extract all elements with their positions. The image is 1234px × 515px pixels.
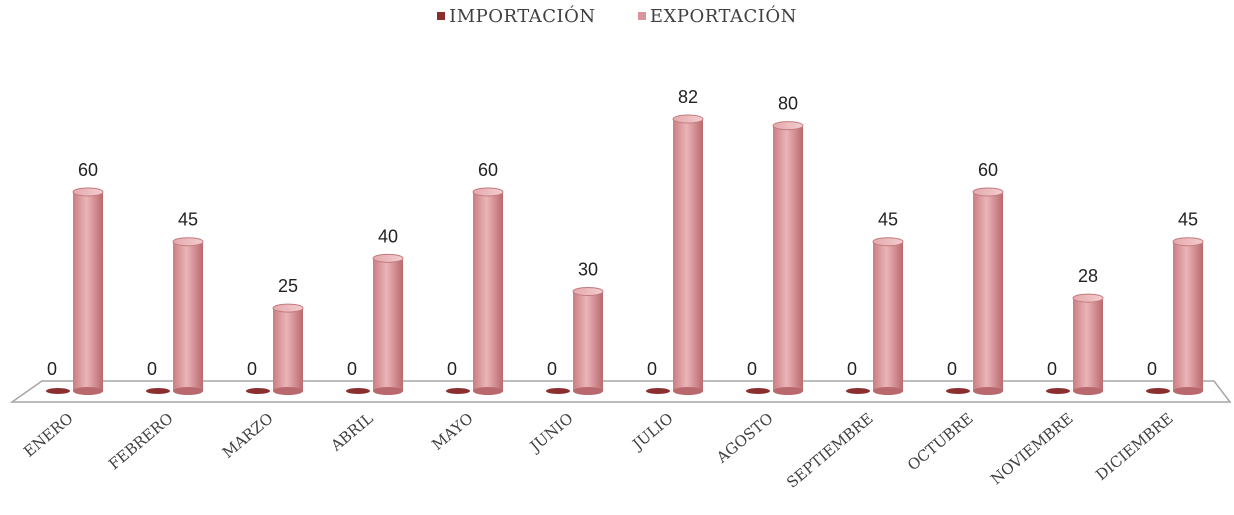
data-label-exportacion-febrero: 45 bbox=[178, 210, 198, 230]
legend-swatch-exportacion bbox=[637, 12, 646, 20]
data-label-exportacion-junio: 30 bbox=[578, 259, 598, 279]
legend-label-exportacion: EXPORTACIÓN bbox=[649, 6, 797, 27]
bar-exportacion-diciembre bbox=[1172, 237, 1204, 395]
data-label-exportacion-noviembre: 28 bbox=[1078, 266, 1098, 286]
bar-exportacion-octubre bbox=[972, 187, 1004, 395]
bar-exportacion-marzo bbox=[272, 303, 304, 395]
category-label-marzo: MARZO bbox=[219, 409, 277, 461]
data-label-importacion-julio: 0 bbox=[647, 359, 657, 379]
data-label-exportacion-diciembre: 45 bbox=[1178, 210, 1198, 230]
data-label-importacion-mayo: 0 bbox=[447, 359, 457, 379]
bar-importacion-abril bbox=[346, 388, 370, 394]
legend-label-importacion: IMPORTACIÓN bbox=[449, 6, 596, 27]
category-label-abril: ABRIL bbox=[327, 409, 377, 455]
data-label-importacion-junio: 0 bbox=[547, 359, 557, 379]
legend-swatch-importacion bbox=[437, 12, 446, 20]
data-label-importacion-febrero: 0 bbox=[147, 359, 157, 379]
legend-item-importacion: IMPORTACIÓN bbox=[437, 6, 596, 27]
bar-importacion-julio bbox=[646, 388, 670, 394]
bar-exportacion-mayo bbox=[472, 187, 504, 395]
bar-importacion-septiembre bbox=[846, 388, 870, 394]
chart-floor bbox=[9, 380, 1232, 403]
category-label-enero: ENERO bbox=[20, 409, 76, 460]
data-label-exportacion-mayo: 60 bbox=[478, 160, 498, 180]
bar-exportacion-noviembre bbox=[1072, 293, 1104, 395]
category-label-septiembre: SEPTIEMBRE bbox=[783, 409, 876, 491]
category-label-febrero: FEBRERO bbox=[105, 409, 176, 473]
data-label-importacion-marzo: 0 bbox=[247, 359, 257, 379]
bar-exportacion-agosto bbox=[772, 121, 804, 395]
data-label-importacion-enero: 0 bbox=[47, 359, 57, 379]
data-label-exportacion-abril: 40 bbox=[378, 226, 398, 246]
data-label-importacion-octubre: 0 bbox=[947, 359, 957, 379]
bar-exportacion-febrero bbox=[172, 237, 204, 395]
legend: IMPORTACIÓN EXPORTACIÓN bbox=[0, 6, 1234, 27]
data-label-exportacion-enero: 60 bbox=[78, 160, 98, 180]
data-label-importacion-diciembre: 0 bbox=[1147, 359, 1157, 379]
bar-importacion-octubre bbox=[946, 388, 970, 394]
data-label-exportacion-octubre: 60 bbox=[978, 160, 998, 180]
data-label-exportacion-marzo: 25 bbox=[278, 276, 298, 296]
category-label-diciembre: DICIEMBRE bbox=[1092, 409, 1176, 484]
bar-importacion-marzo bbox=[246, 388, 270, 394]
bar-importacion-febrero bbox=[146, 388, 170, 394]
bar-importacion-mayo bbox=[446, 388, 470, 394]
data-label-importacion-septiembre: 0 bbox=[847, 359, 857, 379]
bar-exportacion-enero bbox=[72, 187, 104, 395]
category-label-octubre: OCTUBRE bbox=[904, 409, 977, 474]
data-label-importacion-abril: 0 bbox=[347, 359, 357, 379]
category-label-noviembre: NOVIEMBRE bbox=[987, 409, 1076, 488]
category-label-mayo: MAYO bbox=[428, 409, 476, 454]
bar-importacion-noviembre bbox=[1046, 388, 1070, 394]
bar-exportacion-julio bbox=[672, 114, 704, 395]
bar-exportacion-junio bbox=[572, 286, 604, 395]
data-label-exportacion-julio: 82 bbox=[678, 87, 698, 107]
bar-exportacion-abril bbox=[372, 253, 404, 395]
bar-importacion-agosto bbox=[746, 388, 770, 394]
bar-importacion-diciembre bbox=[1146, 388, 1170, 394]
bar-exportacion-septiembre bbox=[872, 237, 904, 395]
bar-importacion-junio bbox=[546, 388, 570, 394]
data-label-exportacion-septiembre: 45 bbox=[878, 210, 898, 230]
data-label-importacion-agosto: 0 bbox=[747, 359, 757, 379]
category-label-junio: JUNIO bbox=[525, 409, 576, 456]
legend-item-exportacion: EXPORTACIÓN bbox=[637, 6, 797, 27]
bar-importacion-enero bbox=[46, 388, 70, 394]
data-label-importacion-noviembre: 0 bbox=[1047, 359, 1057, 379]
category-label-agosto: AGOSTO bbox=[712, 409, 776, 467]
category-label-julio: JULIO bbox=[628, 409, 677, 454]
data-label-exportacion-agosto: 80 bbox=[778, 94, 798, 114]
